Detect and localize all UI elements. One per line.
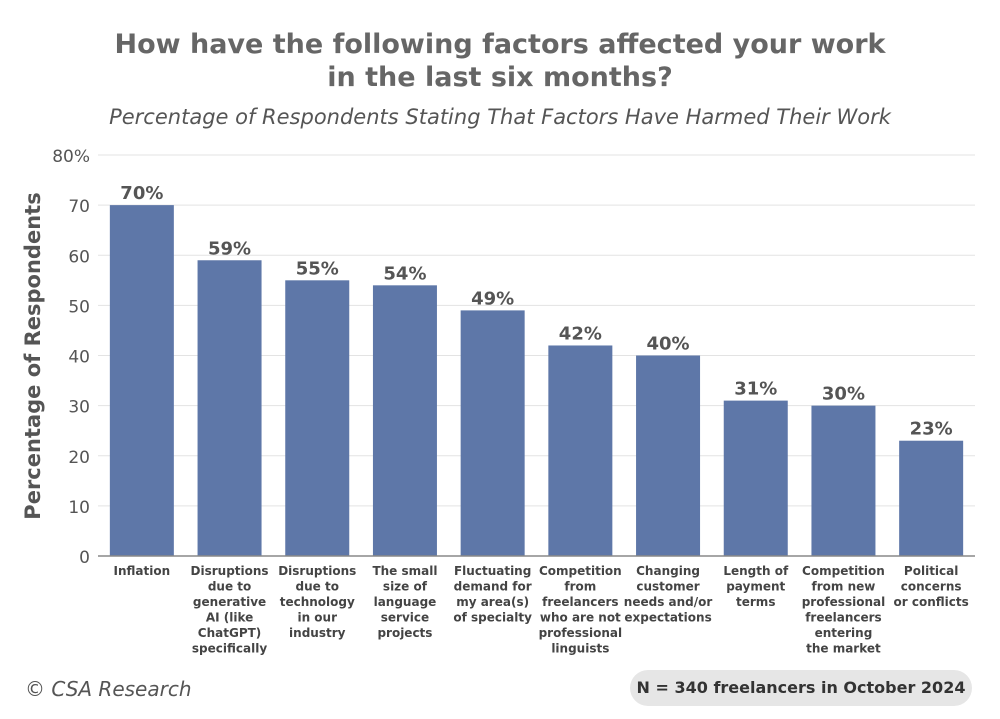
x-tick-label: Disruptions due to generative AI (like ChatG… (191, 564, 269, 656)
bar (899, 440, 964, 556)
y-tick-label: 30 (68, 398, 90, 418)
x-tick-label: Changing customer needs and/or expectations (624, 564, 713, 625)
y-tick-label: 60 (68, 247, 90, 267)
y-tick-label: 20 (68, 448, 90, 468)
y-tick-label: 50 (68, 297, 90, 317)
x-tick-label: Length of payment terms (723, 564, 789, 609)
x-tick-label: Competition from new professional freelance… (802, 564, 886, 656)
data-label: 40% (647, 334, 690, 355)
data-label: 59% (208, 238, 251, 259)
y-axis-label: Percentage of Respondents (21, 192, 45, 519)
data-label: 49% (471, 288, 514, 309)
bar (197, 260, 262, 556)
x-tick-label: Inflation (114, 564, 171, 578)
bar (548, 345, 613, 556)
data-label: 55% (296, 258, 339, 279)
x-tick-label: Competition from freelancers who are not pro… (539, 564, 623, 656)
bar (636, 355, 701, 556)
x-tick-label: Fluctuating demand for my area(s) of specia… (453, 564, 532, 625)
bar (372, 285, 437, 556)
y-tick-label: 0 (79, 548, 90, 568)
y-tick-label: 40 (68, 348, 90, 368)
x-tick-label: Disruptions due to technology in our industr… (278, 564, 356, 640)
y-tick-label: 10 (68, 498, 90, 518)
sample-size-badge: N = 340 freelancers in October 2024 (630, 670, 972, 706)
data-label: 23% (910, 419, 953, 440)
bar (723, 400, 788, 556)
data-label: 31% (734, 379, 777, 400)
data-label: 70% (120, 183, 163, 204)
bar (285, 280, 350, 556)
bar (811, 405, 876, 556)
bar (460, 310, 525, 556)
data-label: 54% (383, 263, 426, 284)
x-tick-label: Political concerns or conflicts (894, 564, 969, 609)
copyright-notice: © CSA Research (25, 677, 192, 701)
chart-subtitle: Percentage of Respondents Stating That F… (109, 105, 891, 129)
data-label: 30% (822, 384, 865, 405)
data-label: 42% (559, 323, 602, 344)
x-tick-label: The small size of language service projects (372, 564, 437, 640)
y-tick-label: 70 (68, 197, 90, 217)
y-tick-label: 80% (52, 147, 90, 167)
title-line-1: How have the following factors affected … (114, 29, 886, 60)
chart-title: How have the following factors affected … (0, 28, 1000, 94)
bar (109, 205, 174, 556)
title-line-2: in the last six months? (327, 62, 673, 93)
